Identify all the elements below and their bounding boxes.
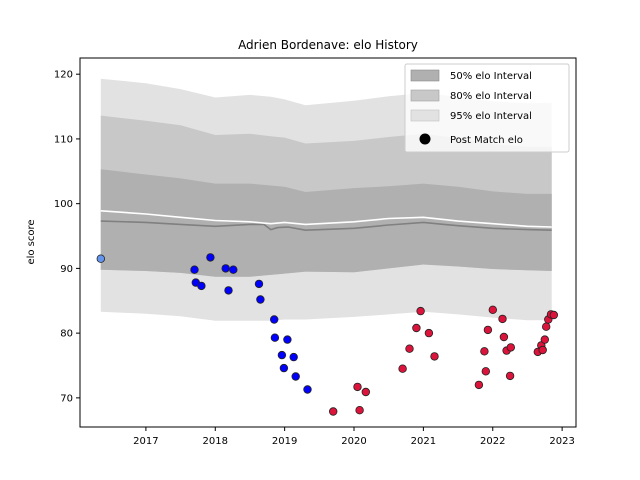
x-tick-label: 2022 [480,436,505,447]
x-tick-label: 2018 [203,436,228,447]
data-point [289,352,298,362]
y-tick-label: 110 [54,134,73,145]
legend-label-95: 95% elo Interval [450,111,532,122]
y-axis-label: elo score [26,219,37,264]
data-point [405,344,414,353]
data-point [279,363,289,373]
x-tick-label: 2017 [133,436,158,447]
data-point [499,332,509,342]
data-point [416,306,425,316]
data-point [480,347,489,356]
data-point [291,372,300,381]
x-tick-label: 2019 [272,436,297,447]
data-point [355,406,364,415]
data-point [353,382,362,392]
y-tick-label: 100 [54,199,73,210]
data-point [224,286,233,295]
data-point [283,335,292,344]
legend-label-post-match: Post Match elo [450,135,523,146]
x-tick-label: 2023 [549,436,574,447]
legend-box [404,63,570,153]
data-point [498,314,507,324]
data-point [412,323,421,333]
data-point [254,279,264,289]
legend-label-50: 50% elo Interval [450,71,532,82]
data-point [197,281,206,291]
mean-line [100,210,552,228]
data-point [329,407,338,416]
axes-frame [79,57,577,428]
data-point [229,265,238,274]
data-point [538,345,547,355]
data-point [303,385,312,394]
legend: 50% elo Interval 80% elo Interval 95% el… [404,63,570,153]
data-point [270,333,280,342]
y-tick-label: 120 [54,70,73,81]
post-match-points [96,253,558,416]
data-point [540,335,549,344]
legend-marker-post-match [419,133,431,145]
data-point [221,264,230,273]
data-point [96,254,105,263]
y-tick-label: 90 [60,264,73,275]
data-point [256,295,265,304]
chart-title: Adrien Bordenave: elo History [238,38,418,52]
y-axis-ticks: 70 80 90 100 110 120 [54,70,80,404]
data-point [424,328,434,338]
legend-swatch-50 [410,69,440,82]
legend-swatch-80 [410,89,440,102]
y-tick-label: 80 [60,329,73,340]
data-point [506,343,515,352]
data-point [542,322,551,331]
data-point [505,371,515,381]
legend-swatch-95 [410,109,440,122]
legend-label-80: 80% elo Interval [450,91,532,102]
data-point [270,315,279,324]
median-line [100,220,552,232]
data-point [398,364,407,373]
x-tick-label: 2021 [411,436,436,447]
y-tick-label: 70 [60,393,73,404]
trend-lines [100,210,552,232]
data-point [483,325,493,335]
data-point [277,350,287,360]
x-tick-label: 2020 [341,436,366,447]
data-point [206,253,215,262]
data-point [474,380,484,390]
data-point [361,387,370,397]
data-point [549,310,558,320]
x-axis-ticks: 2017 2018 2019 2020 2021 2022 2023 [133,427,575,447]
data-point [481,367,490,376]
data-point [488,305,497,314]
data-point [430,352,439,361]
data-point [190,265,199,274]
